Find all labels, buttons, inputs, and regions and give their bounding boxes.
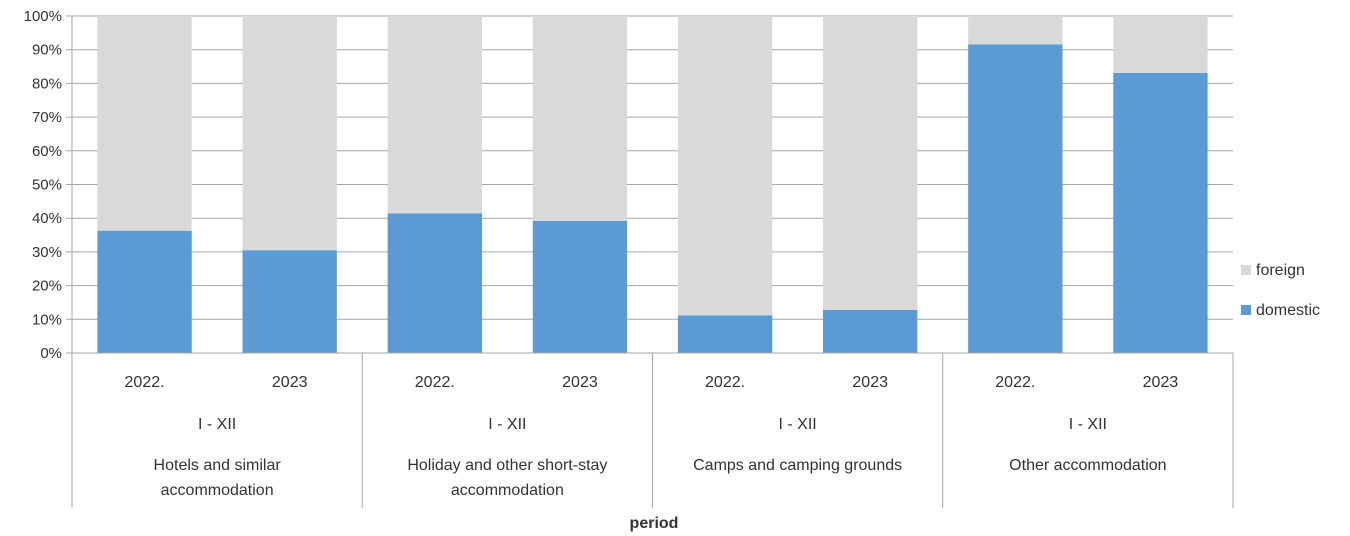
x-category-label: 2022. xyxy=(415,374,455,391)
y-tick-label: 20% xyxy=(32,278,62,295)
y-tick-label: 100% xyxy=(24,8,62,25)
bar-foreign xyxy=(1113,16,1208,73)
bar-domestic xyxy=(387,213,482,353)
legend-swatch-foreign xyxy=(1241,265,1251,275)
x-group-label: Camps and camping grounds xyxy=(693,457,902,474)
y-tick-label: 90% xyxy=(32,42,62,59)
x-group-label: accommodation xyxy=(451,482,564,499)
bar-domestic xyxy=(677,315,773,353)
x-category-label: 2022. xyxy=(125,374,165,391)
y-tick-label: 0% xyxy=(40,345,62,362)
bar-domestic xyxy=(97,230,192,353)
y-tick-label: 60% xyxy=(32,143,62,160)
legend-swatch-domestic xyxy=(1241,305,1251,315)
y-tick-label: 80% xyxy=(32,75,62,92)
legend: foreign domestic xyxy=(1241,262,1320,319)
bar-domestic xyxy=(1113,72,1208,353)
x-axis-labels: 2022. 2023 2022. 2023 2022. 2023 2022. 2023 I - … xyxy=(125,374,1179,499)
bar-domestic xyxy=(823,309,918,353)
bar-foreign xyxy=(242,16,337,251)
x-category-label: 2023 xyxy=(1143,374,1179,391)
x-category-label: 2022. xyxy=(995,374,1035,391)
legend-label-foreign: foreign xyxy=(1256,262,1305,279)
bar-domestic xyxy=(242,250,337,353)
y-axis-tick-labels: 0% 10% 20% 30% 40% 50% 60% 70% 80% 90% 100% xyxy=(24,8,62,362)
x-group-label: accommodation xyxy=(161,482,274,499)
y-tick-label: 40% xyxy=(32,210,62,227)
bar-foreign xyxy=(97,16,192,231)
axes xyxy=(71,16,1234,508)
y-tick-label: 30% xyxy=(32,244,62,261)
x-category-label: 2023 xyxy=(562,374,598,391)
x-group-label: Holiday and other short-stay xyxy=(407,457,607,474)
x-subgroup-label: I - XII xyxy=(488,416,526,433)
x-subgroup-label: I - XII xyxy=(779,416,817,433)
x-group-label: Hotels and similar xyxy=(154,457,282,474)
y-tick-label: 50% xyxy=(32,177,62,194)
x-subgroup-label: I - XII xyxy=(1069,416,1107,433)
bar-foreign xyxy=(968,16,1063,45)
x-group-label: Other accommodation xyxy=(1009,457,1166,474)
bar-foreign xyxy=(387,16,482,214)
bar-foreign xyxy=(532,16,628,221)
y-tick-label: 10% xyxy=(32,311,62,328)
x-category-label: 2023 xyxy=(272,374,308,391)
x-subgroup-label: I - XII xyxy=(198,416,236,433)
bar-foreign xyxy=(823,16,918,310)
x-category-label: 2022. xyxy=(705,374,745,391)
y-tick-label: 70% xyxy=(32,109,62,126)
x-category-label: 2023 xyxy=(852,374,888,391)
legend-label-domestic: domestic xyxy=(1256,302,1320,319)
bar-domestic xyxy=(532,220,628,353)
x-axis-title: period xyxy=(630,515,679,532)
bars xyxy=(97,16,1208,354)
bar-foreign xyxy=(677,16,773,316)
bar-domestic xyxy=(968,44,1063,354)
